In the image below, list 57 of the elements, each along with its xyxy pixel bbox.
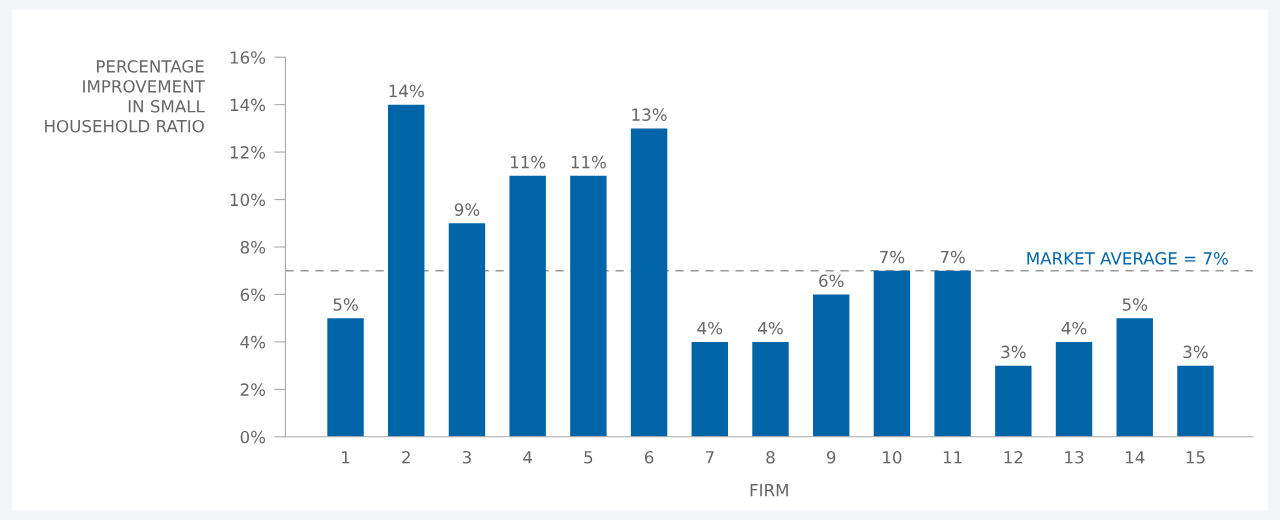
data-label: 3% [1001, 345, 1026, 359]
bar [570, 175, 607, 437]
x-axis-title: FIRM [750, 484, 788, 497]
data-label: 5% [333, 298, 358, 311]
data-label: 14% [389, 84, 424, 98]
data-label: 7% [880, 250, 905, 264]
y-tick-label: 4% [240, 335, 266, 349]
x-tick-label: 5 [584, 451, 593, 464]
y-tick-label: 6% [240, 288, 266, 302]
y-axis-title: PERCENTAGE IMPROVEMENT IN SMALL HOUSEHOLD RATIO [45, 60, 205, 133]
data-label: 11% [571, 155, 606, 169]
data-label: 9% [454, 203, 480, 216]
y-tick-label: 16% [230, 51, 266, 64]
x-tick-label: 3 [462, 450, 471, 464]
bar [934, 270, 971, 437]
data-label: 4% [697, 321, 723, 335]
bar [509, 175, 546, 437]
data-label: 3% [1183, 345, 1208, 359]
data-label: 6% [819, 274, 844, 288]
data-label: 4% [1061, 321, 1087, 335]
data-label: 7% [940, 250, 965, 264]
x-tick-label: 7 [705, 451, 714, 464]
y-tick-label: 12% [230, 146, 266, 159]
data-label: 5% [1122, 298, 1148, 311]
x-tick-label: 14 [1125, 451, 1145, 464]
x-tick-label: 12 [1004, 450, 1023, 464]
bar [752, 341, 789, 437]
y-tick-label: 14% [230, 98, 266, 112]
data-label: 13% [632, 108, 667, 121]
bar [448, 223, 486, 437]
data-label: 11% [510, 155, 546, 169]
x-tick-label: 11 [943, 451, 962, 464]
bar [995, 365, 1032, 437]
x-tick-label: 1 [342, 451, 350, 464]
bar [1116, 318, 1153, 437]
y-tick-label: 10% [230, 193, 266, 207]
x-tick-label: 8 [766, 450, 775, 464]
bar [388, 104, 425, 437]
y-tick-label: 8% [240, 240, 266, 254]
data-label: 4% [758, 321, 783, 335]
x-tick-label: 10 [883, 450, 902, 464]
ref-line-label: MARKET AVERAGE = 7% [1027, 252, 1228, 265]
bar [630, 128, 668, 437]
x-tick-label: 15 [1186, 451, 1205, 464]
x-tick-label: 13 [1065, 450, 1084, 464]
y-tick-label: 0% [240, 430, 266, 444]
x-tick-label: 2 [402, 450, 410, 464]
x-tick-label: 9 [826, 450, 836, 464]
bar [1177, 365, 1214, 437]
bar [691, 341, 728, 437]
bar [873, 270, 911, 437]
y-tick-label: 2% [240, 383, 266, 396]
bar [812, 294, 850, 437]
x-tick-label: 4 [523, 451, 533, 464]
x-tick-label: 6 [644, 450, 654, 464]
bar [327, 318, 364, 437]
bar [1055, 341, 1093, 437]
